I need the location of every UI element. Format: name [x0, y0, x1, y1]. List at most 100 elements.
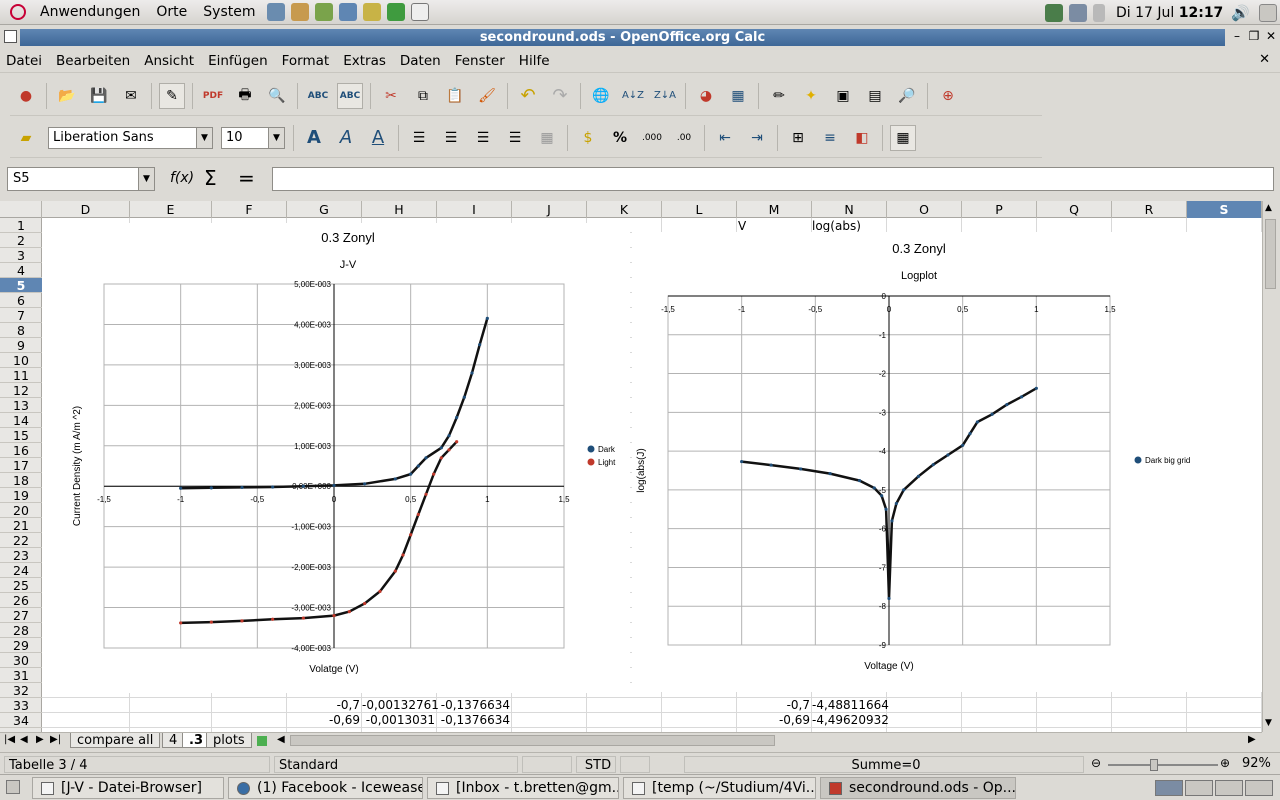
merge-cells-icon[interactable]: ▦ — [540, 129, 554, 146]
cell-i33[interactable]: -0,1376634 — [440, 698, 510, 712]
zoom-out-icon[interactable]: ⊖ — [1091, 756, 1102, 770]
cell-g34[interactable]: -0,69 — [328, 713, 360, 727]
column-header-q[interactable]: Q — [1037, 201, 1112, 218]
row-header-17[interactable]: 17 — [0, 458, 42, 473]
row-header-32[interactable]: 32 — [0, 683, 42, 698]
row-header-7[interactable]: 7 — [0, 308, 42, 323]
row-header-12[interactable]: 12 — [0, 383, 42, 398]
borders-icon[interactable]: ⊞ — [792, 129, 804, 146]
cell-g33[interactable]: -0,7 — [336, 698, 360, 712]
row-header-22[interactable]: 22 — [0, 533, 42, 548]
menu-data[interactable]: Daten — [399, 53, 441, 69]
task-temp-editor[interactable]: [temp (~/Studium/4Vi... — [623, 777, 816, 799]
column-header-l[interactable]: L — [662, 201, 737, 218]
menu-edit[interactable]: Bearbeiten — [56, 53, 131, 69]
italic-icon[interactable]: A — [339, 127, 353, 148]
cell-n33[interactable]: -4,48811664 — [812, 698, 889, 712]
row-header-2[interactable]: 2 — [0, 233, 42, 248]
battery-icon[interactable] — [1093, 3, 1105, 22]
monitor-icon[interactable] — [1045, 3, 1063, 22]
zoom-icon[interactable]: 🔎 — [898, 87, 916, 104]
pivot-table-icon[interactable]: ▦ — [731, 87, 745, 104]
gridlines-toggle-icon[interactable]: ▦ — [890, 124, 916, 151]
zoom-slider[interactable] — [1108, 764, 1218, 766]
row-header-5[interactable]: 5 — [0, 278, 42, 293]
font-size-box[interactable]: 10 ▼ — [221, 126, 285, 149]
align-right-icon[interactable]: ☰ — [476, 129, 490, 146]
help-icon[interactable]: ⊕ — [942, 87, 954, 104]
task-file-browser[interactable]: [J-V - Datei-Browser] — [32, 777, 224, 799]
column-header-d[interactable]: D — [42, 201, 130, 218]
logplot-chart[interactable]: 0.3 Zonyl Logplot 0 -1 -2 -3 -4 -5 -6 -7 -8 -9 -1,5 -… — [632, 232, 1262, 692]
chevron-down-icon[interactable]: ▼ — [138, 168, 154, 190]
function-wizard-icon[interactable]: f(x) — [170, 170, 195, 186]
column-header-m[interactable]: M — [737, 201, 812, 218]
name-box[interactable]: S5 ▼ — [7, 167, 155, 191]
insert-chart-icon[interactable]: ◕ — [699, 87, 713, 104]
new-document-icon[interactable]: ● — [19, 87, 33, 104]
close-icon[interactable]: ✕ — [1265, 29, 1277, 43]
sheet-tab-plots[interactable]: plots — [206, 733, 252, 748]
row-header-26[interactable]: 26 — [0, 593, 42, 608]
vertical-scrollbar[interactable]: ▲ ▼ — [1262, 201, 1278, 732]
cell-n1[interactable]: log(abs) — [812, 219, 861, 233]
cell-i34[interactable]: -0,1376634 — [440, 713, 510, 727]
menu-file[interactable]: Datei — [6, 53, 43, 69]
horizontal-scroll-thumb[interactable] — [290, 735, 775, 746]
copy-icon[interactable]: ⧉ — [418, 87, 428, 104]
sheet-tab-active[interactable]: .3 — [182, 733, 210, 748]
sort-descending-icon[interactable]: Z↓A — [653, 90, 677, 101]
last-sheet-icon[interactable]: ▶| — [50, 734, 62, 745]
format-paintbrush-icon[interactable]: 🖌 — [478, 87, 496, 104]
column-header-f[interactable]: F — [212, 201, 287, 218]
column-header-o[interactable]: O — [887, 201, 962, 218]
show-desktop-icon[interactable] — [1259, 3, 1277, 22]
prev-sheet-icon[interactable]: ◀ — [20, 734, 28, 745]
row-header-29[interactable]: 29 — [0, 638, 42, 653]
column-header-p[interactable]: P — [962, 201, 1037, 218]
open-folder-icon[interactable]: 📂 — [58, 87, 76, 104]
scroll-up-icon[interactable]: ▲ — [1265, 203, 1272, 213]
autospellcheck-icon[interactable]: ABC — [337, 82, 363, 109]
number-format-icon[interactable]: .000 — [641, 132, 663, 143]
align-left-icon[interactable]: ☰ — [412, 129, 426, 146]
row-header-8[interactable]: 8 — [0, 323, 42, 338]
zoom-slider-thumb[interactable] — [1150, 759, 1158, 771]
column-header-k[interactable]: K — [587, 201, 662, 218]
exit-launcher-icon[interactable] — [386, 3, 405, 21]
workspace-3-icon[interactable] — [1215, 780, 1243, 796]
row-header-33[interactable]: 33 — [0, 698, 42, 713]
column-header-e[interactable]: E — [130, 201, 212, 218]
debian-logo-icon[interactable] — [10, 4, 26, 20]
notes-launcher-icon[interactable] — [410, 3, 429, 21]
increase-indent-icon[interactable]: ⇥ — [751, 129, 763, 146]
row-header-16[interactable]: 16 — [0, 443, 42, 458]
sheet-tab-compare-all[interactable]: compare all — [70, 733, 161, 748]
edit-mode-icon[interactable]: ✎ — [159, 82, 185, 109]
menu-system[interactable]: System — [203, 4, 256, 20]
cell-m1[interactable]: V — [738, 219, 747, 233]
sort-ascending-icon[interactable]: A↓Z — [621, 90, 645, 101]
column-header-n[interactable]: N — [812, 201, 887, 218]
column-header-g[interactable]: G — [287, 201, 362, 218]
cell-h33[interactable]: -0,00132761 — [362, 698, 439, 712]
task-calc[interactable]: secondround.ods - Op... — [820, 777, 1016, 799]
jv-chart[interactable]: 0.3 Zonyl J-V 5,00E-003 4,00E-003 3,00E-003 2… — [42, 223, 630, 693]
row-header-24[interactable]: 24 — [0, 563, 42, 578]
menu-tools[interactable]: Extras — [343, 53, 386, 69]
task-inbox[interactable]: [Inbox - t.bretten@gm... — [427, 777, 619, 799]
row-header-30[interactable]: 30 — [0, 653, 42, 668]
music-launcher-icon[interactable] — [314, 3, 333, 21]
spellcheck-icon[interactable]: ABC — [307, 90, 329, 101]
row-header-25[interactable]: 25 — [0, 578, 42, 593]
window-menu-icon[interactable] — [4, 30, 17, 43]
align-center-icon[interactable]: ☰ — [444, 129, 458, 146]
menu-format[interactable]: Format — [281, 53, 330, 69]
scroll-left-icon[interactable]: ◀ — [277, 734, 285, 745]
row-header-4[interactable]: 4 — [0, 263, 42, 278]
sheet-tab-4[interactable]: 4 — [162, 733, 185, 748]
email-icon[interactable]: ✉ — [125, 87, 137, 104]
print-icon[interactable]: 🖶 — [238, 86, 252, 103]
hyperlink-icon[interactable]: 🌐 — [592, 87, 610, 104]
justify-icon[interactable]: ☰ — [508, 129, 522, 146]
